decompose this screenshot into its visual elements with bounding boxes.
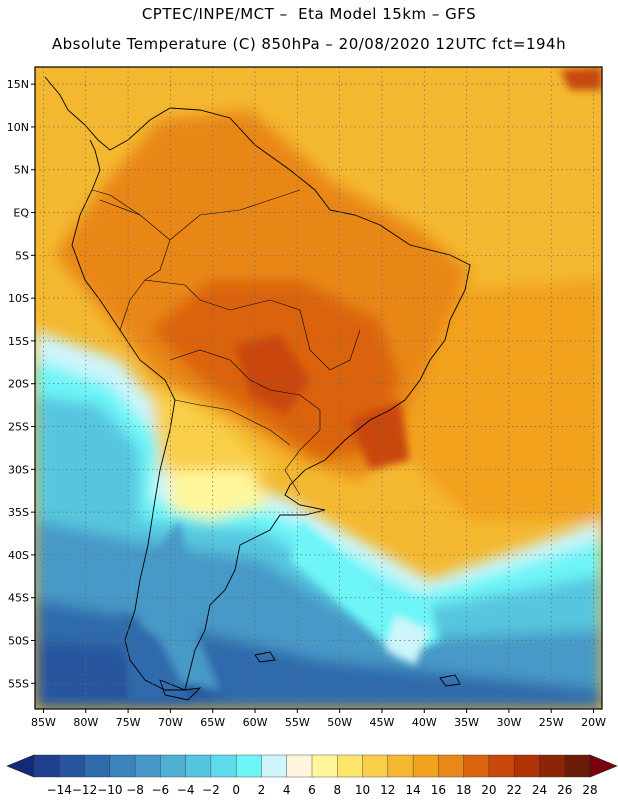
colorbar-label: 26: [557, 783, 572, 797]
colorbar-label: −14: [47, 783, 72, 797]
colorbar-swatch: [84, 754, 111, 778]
chart-title-line1: CPTEC/INPE/MCT – Eta Model 15km – GFS: [141, 5, 477, 23]
colorbar-label: 18: [456, 783, 471, 797]
colorbar-label: −4: [177, 783, 195, 797]
colorbar-swatch: [185, 754, 212, 778]
lat-tick-label: 25S: [8, 421, 29, 434]
colorbar-label: −2: [202, 783, 220, 797]
lon-tick-label: 30W: [496, 716, 521, 729]
colorbar-swatch: [513, 754, 540, 778]
country-borders: [91, 189, 361, 496]
colorbar-label: 12: [380, 783, 395, 797]
coastline: [44, 76, 471, 701]
colorbar-under-arrow: [6, 754, 35, 778]
lat-tick-label: 20S: [8, 378, 29, 391]
colorbar-over-arrow: [589, 754, 618, 778]
colorbar-swatch: [33, 754, 60, 778]
lat-tick-label: 30S: [8, 463, 29, 476]
lon-tick-label: 80W: [73, 716, 98, 729]
colorbar-label: 20: [481, 783, 496, 797]
colorbar-label: −8: [126, 783, 144, 797]
map-frame: [34, 66, 603, 710]
lat-tick-label: 10N: [7, 121, 29, 134]
lon-tick-label: 35W: [454, 716, 479, 729]
colorbar-swatch: [387, 754, 414, 778]
lat-tick-label: 5N: [14, 164, 29, 177]
colorbar-swatch: [261, 754, 288, 778]
colorbar-label: 16: [431, 783, 446, 797]
map-graticule: [35, 67, 602, 709]
chart-title-line2: Absolute Temperature (C) 850hPa – 20/08/…: [51, 35, 567, 53]
lat-tick-label: 15N: [7, 78, 29, 91]
colorbar-label: 2: [258, 783, 266, 797]
colorbar-label: 0: [232, 783, 240, 797]
colorbar-label: 6: [308, 783, 316, 797]
lon-tick-label: 65W: [200, 716, 225, 729]
lat-tick-label: 15S: [8, 335, 29, 348]
colorbar-label: 22: [507, 783, 522, 797]
axis-tick-labels: 15N 10N 5N EQ 5S 10S 15S 20S 25S 30S 35S 40S 45S 50S 5…: [7, 78, 606, 729]
lon-tick-label: 50W: [327, 716, 352, 729]
colorbar-swatch: [412, 754, 439, 778]
colorbar: −14 −12 −10 −8 −6 −4 −2 0 2 4 6 8 10 12 14 16 18 20 22 24 26…: [6, 754, 618, 797]
colorbar-label: 14: [405, 783, 420, 797]
colorbar-swatch: [160, 754, 187, 778]
colorbar-swatch: [564, 754, 591, 778]
lon-tick-label: 70W: [158, 716, 183, 729]
temperature-field: [35, 67, 602, 709]
colorbar-swatch: [463, 754, 490, 778]
colorbar-swatch: [109, 754, 136, 778]
colorbar-label: 8: [333, 783, 341, 797]
colorbar-swatch: [438, 754, 465, 778]
colorbar-swatch: [235, 754, 262, 778]
lon-tick-label: 60W: [243, 716, 268, 729]
colorbar-swatch: [311, 754, 338, 778]
colorbar-swatch: [539, 754, 566, 778]
lat-tick-label: 55S: [8, 677, 29, 690]
colorbar-swatch: [210, 754, 237, 778]
colorbar-label: −12: [72, 783, 97, 797]
lat-tick-label: 5S: [15, 249, 29, 262]
lon-tick-label: 75W: [116, 716, 141, 729]
lon-tick-label: 45W: [370, 716, 395, 729]
colorbar-swatch: [134, 754, 161, 778]
lon-tick-label: 55W: [285, 716, 310, 729]
lon-tick-label: 40W: [412, 716, 437, 729]
lat-tick-label: 45S: [8, 592, 29, 605]
colorbar-swatch: [286, 754, 313, 778]
lat-tick-label: 50S: [8, 635, 29, 648]
colorbar-label: 10: [355, 783, 370, 797]
lat-tick-label: EQ: [13, 207, 29, 220]
colorbar-label: 4: [283, 783, 291, 797]
colorbar-label: −6: [152, 783, 170, 797]
lon-tick-label: 20W: [581, 716, 606, 729]
colorbar-label: 28: [582, 783, 597, 797]
lat-tick-label: 40S: [8, 549, 29, 562]
lat-tick-label: 35S: [8, 506, 29, 519]
colorbar-swatch: [362, 754, 389, 778]
colorbar-swatch: [488, 754, 515, 778]
colorbar-label: −10: [97, 783, 122, 797]
lon-tick-label: 25W: [539, 716, 564, 729]
lat-tick-label: 10S: [8, 292, 29, 305]
colorbar-swatch: [337, 754, 364, 778]
colorbar-swatch: [59, 754, 86, 778]
colorbar-label: 24: [532, 783, 547, 797]
lon-tick-label: 85W: [31, 716, 56, 729]
